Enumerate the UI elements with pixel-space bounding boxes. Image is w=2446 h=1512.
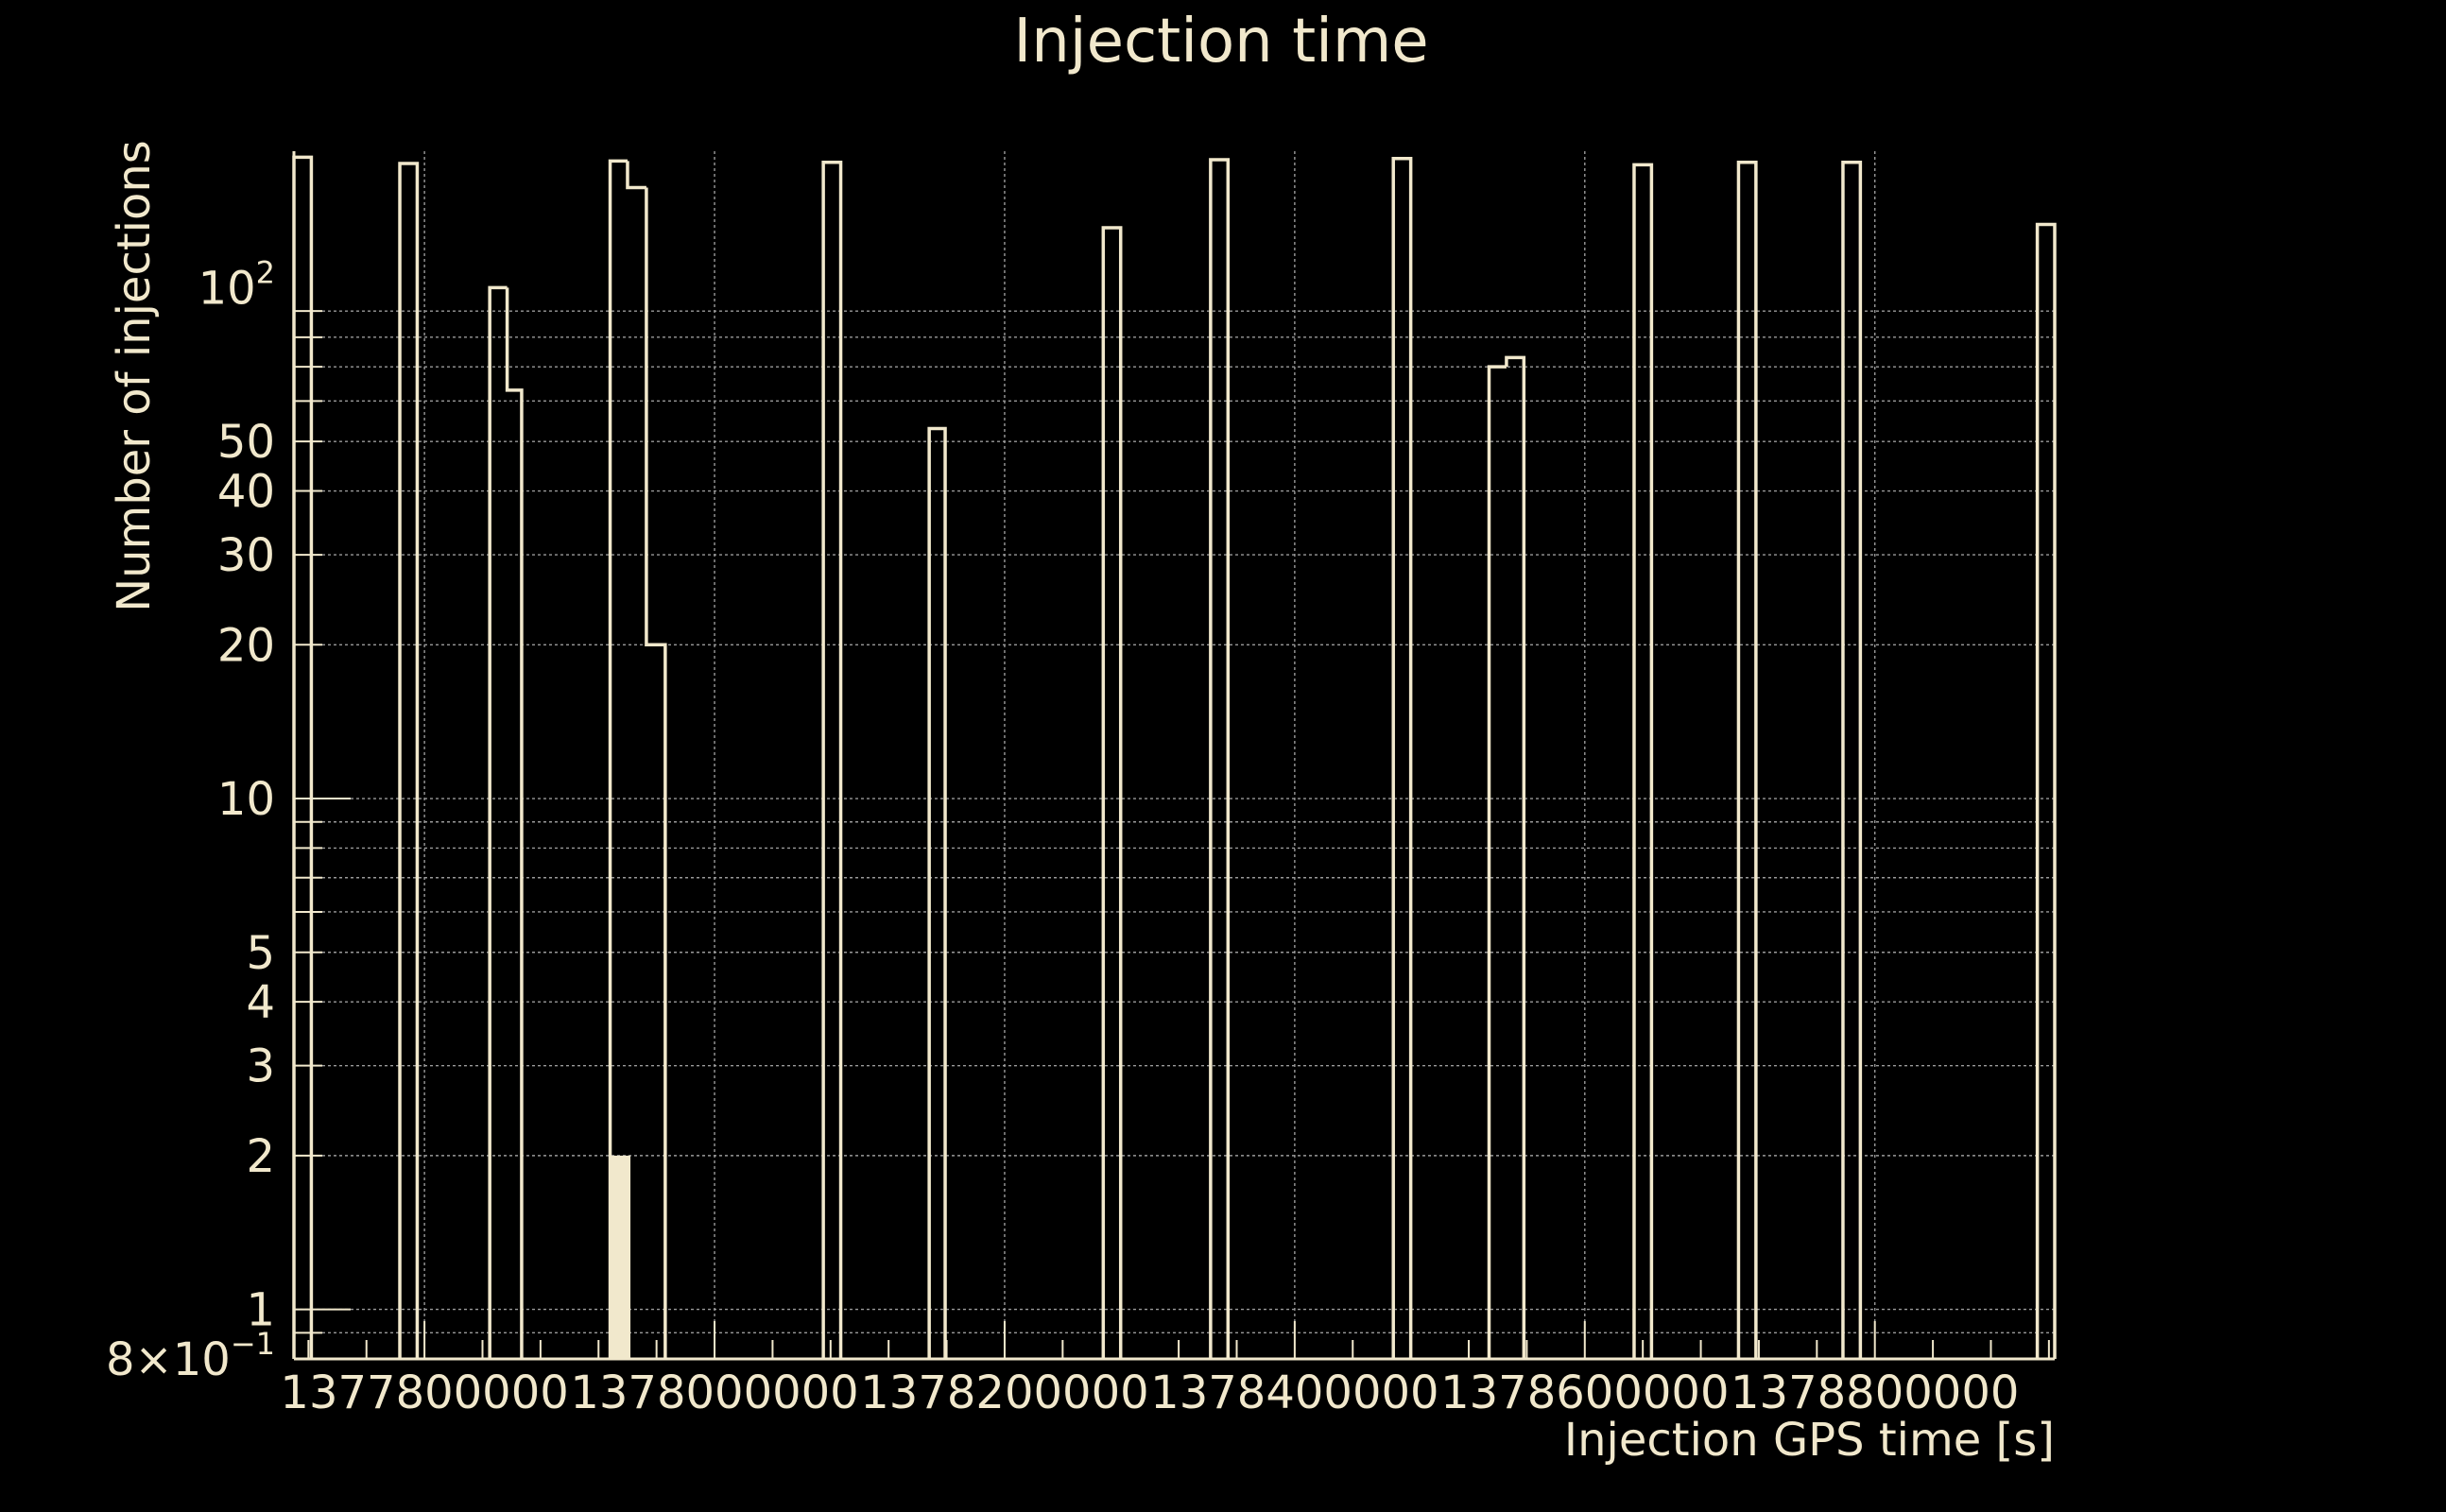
y-tick-label: 8×10−1 (106, 1326, 275, 1386)
histogram-bin (1209, 158, 1231, 1359)
x-tick-label: 1377800000 (280, 1366, 568, 1419)
histogram-bin (2035, 222, 2057, 1359)
histogram-bin (505, 287, 524, 1359)
axes (292, 151, 2055, 1361)
histogram-bin (1632, 163, 1654, 1359)
y-tick-label: 50 (217, 416, 275, 469)
histogram-bin (645, 187, 667, 1359)
histogram-bin (488, 285, 508, 1359)
x-axis-ticks: 1377800000 1378000000 1378200000 1378400000… (280, 1321, 2050, 1419)
y-axis-label: Number of injections (108, 140, 161, 612)
histogram-bin (821, 160, 843, 1359)
histogram-bin (1505, 355, 1526, 1359)
histogram-bin (398, 162, 420, 1359)
x-tick-label: 1378600000 (1440, 1366, 1729, 1419)
y-tick-label: 5 (246, 927, 275, 980)
y-tick-label: 2 (246, 1130, 275, 1183)
y-tick-label: 102 (198, 254, 275, 315)
y-tick-label: 4 (246, 976, 275, 1029)
y-tick-label: 1 (246, 1284, 275, 1337)
histogram-bin (1841, 160, 1863, 1359)
histogram-bin (927, 426, 947, 1359)
x-axis-label: Injection GPS time [s] (1564, 1414, 2055, 1467)
x-tick-label: 1378400000 (1150, 1366, 1438, 1419)
histogram-bin (1391, 156, 1413, 1359)
chart-title: Injection time (1013, 7, 1428, 77)
histogram-bin (626, 161, 646, 190)
histogram-bin (608, 159, 628, 1359)
x-tick-label: 1378000000 (570, 1366, 858, 1419)
y-tick-label: 10 (217, 773, 275, 826)
filled-bar (610, 1155, 631, 1359)
x-tick-label: 1378800000 (1731, 1366, 2019, 1419)
y-tick-label: 20 (217, 619, 275, 672)
step-series (292, 155, 2057, 1359)
histogram-bin (1736, 160, 1758, 1359)
y-tick-label: 40 (217, 466, 275, 519)
y-tick-label: 30 (217, 529, 275, 582)
y-tick-label: 3 (246, 1040, 275, 1093)
x-tick-label: 1378200000 (860, 1366, 1148, 1419)
filled-series (610, 1155, 631, 1359)
histogram-bin (1101, 226, 1123, 1359)
histogram-bin (1487, 365, 1507, 1359)
